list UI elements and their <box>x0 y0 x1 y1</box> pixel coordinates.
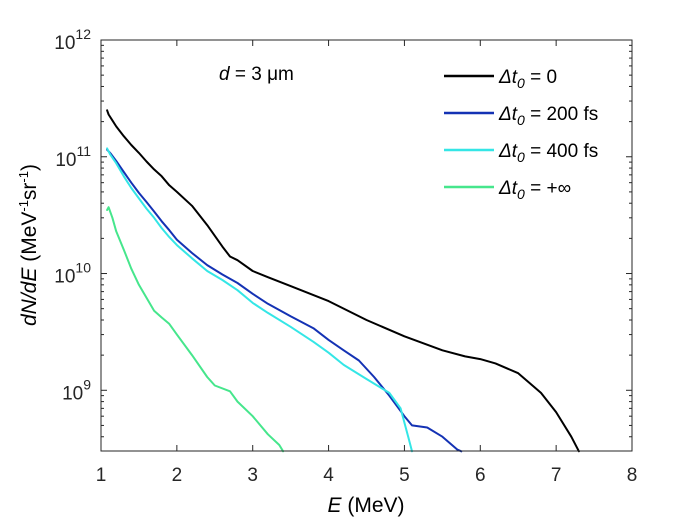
x-tick-label: 6 <box>475 465 486 486</box>
legend-label-3: Δt0 = 400 fs <box>498 141 598 165</box>
y-tick-exp: 12 <box>75 26 91 42</box>
y-tick-base: 10 <box>55 150 76 171</box>
x-axis-var: E <box>327 494 342 517</box>
legend-var: t <box>512 141 518 162</box>
legend-delta: Δ <box>498 141 512 162</box>
annotation-rest: = 3 μm <box>230 64 294 85</box>
x-tick-label: 8 <box>627 465 638 486</box>
x-tick-label: 1 <box>96 465 107 486</box>
legend-rest: = +∞ <box>525 178 571 199</box>
y-axis-unit-exp2: -1 <box>16 171 31 183</box>
y-axis-unit-prefix: (MeV <box>18 212 41 268</box>
y-tick-base: 10 <box>62 383 83 404</box>
x-tick-label: 4 <box>323 465 334 486</box>
series-layer <box>106 109 580 453</box>
legend-label-1: Δt0 = 0 <box>498 67 557 91</box>
y-tick-label: 1011 <box>55 143 91 171</box>
x-axis-unit: (MeV) <box>342 494 405 517</box>
x-tick-label: 7 <box>551 465 562 486</box>
y-tick-base: 10 <box>54 267 75 288</box>
y-tick-label: 1010 <box>54 260 91 288</box>
legend-label-4: Δt0 = +∞ <box>498 178 571 202</box>
x-tick-label: 5 <box>399 465 410 486</box>
legend-label-2: Δt0 = 200 fs <box>498 104 598 128</box>
legend-var: t <box>512 67 518 88</box>
y-axis-title: dN/dE (MeV-1sr-1) <box>16 164 41 326</box>
series-line-4 <box>106 206 285 453</box>
annotation-var: d <box>219 64 231 85</box>
y-tick-base: 10 <box>54 33 75 54</box>
legend-delta: Δ <box>498 104 512 125</box>
legend-sub: 0 <box>517 112 525 128</box>
series-line-2 <box>106 148 463 453</box>
plot-area <box>101 40 632 451</box>
y-tick-exp: 11 <box>76 143 91 159</box>
series-line-3 <box>106 147 413 453</box>
legend-var: t <box>512 104 518 125</box>
y-axis-unit-exp1: -1 <box>16 200 31 212</box>
series-line-1 <box>106 109 580 453</box>
legend-rest: = 0 <box>525 67 557 88</box>
y-axis-unit-mid: sr <box>18 183 41 201</box>
plot-frame <box>100 39 633 452</box>
legend-delta: Δ <box>498 67 512 88</box>
thickness-annotation: d = 3 μm <box>219 64 294 85</box>
x-axis-title: E (MeV) <box>327 494 404 517</box>
legend-delta: Δ <box>498 178 512 199</box>
legend-rest: = 400 fs <box>525 141 598 162</box>
legend-var: t <box>512 178 518 199</box>
legend-rest: = 200 fs <box>525 104 598 125</box>
y-tick-label: 1012 <box>54 26 91 54</box>
y-axis-unit-suffix: ) <box>18 164 41 171</box>
y-axis-var: dN/dE <box>18 267 41 326</box>
y-tick-exp: 10 <box>75 260 91 276</box>
legend-sub: 0 <box>517 75 525 91</box>
y-tick-exp: 9 <box>83 376 91 392</box>
x-tick-label: 3 <box>247 465 258 486</box>
y-tick-label: 109 <box>62 376 91 404</box>
x-tick-label: 2 <box>172 465 183 486</box>
legend-sub: 0 <box>517 149 525 165</box>
legend-sub: 0 <box>517 186 525 202</box>
